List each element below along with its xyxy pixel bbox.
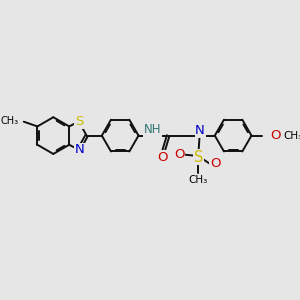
Text: NH: NH (144, 123, 161, 136)
Text: S: S (194, 150, 203, 165)
Text: O: O (270, 129, 280, 142)
Text: CH₃: CH₃ (284, 130, 300, 141)
Text: O: O (174, 148, 185, 161)
Text: N: N (195, 124, 205, 137)
Text: N: N (74, 143, 84, 156)
Text: CH₃: CH₃ (1, 116, 19, 126)
Text: S: S (75, 115, 83, 128)
Text: O: O (210, 158, 220, 170)
Text: O: O (157, 151, 168, 164)
Text: CH₃: CH₃ (189, 175, 208, 184)
